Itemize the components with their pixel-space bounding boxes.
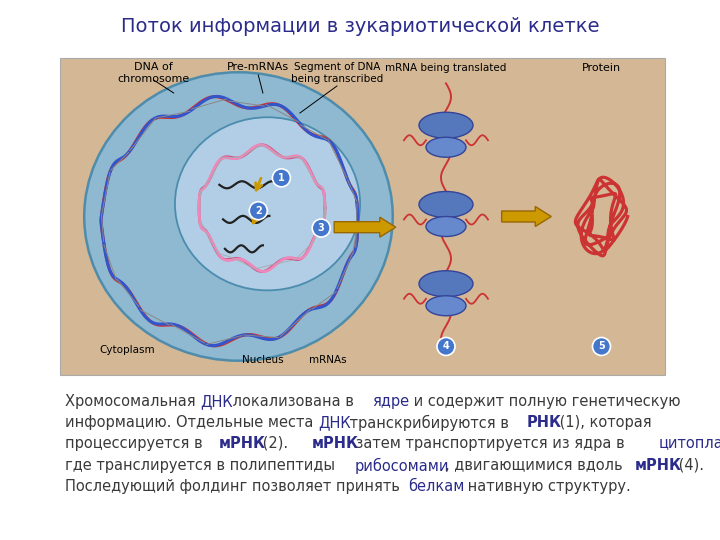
Circle shape (437, 338, 455, 355)
Text: ДНК: ДНК (201, 394, 233, 409)
Text: 4: 4 (443, 341, 449, 352)
Ellipse shape (419, 112, 473, 138)
Text: Segment of DNA
being transcribed: Segment of DNA being transcribed (291, 62, 383, 84)
Text: Protein: Protein (582, 63, 621, 73)
Text: , двигающимися вдоль: , двигающимися вдоль (445, 458, 627, 473)
Text: DNA of
chromosome: DNA of chromosome (117, 62, 190, 84)
Text: ядре: ядре (372, 394, 410, 409)
Text: 1: 1 (278, 173, 285, 183)
Circle shape (249, 202, 267, 220)
Circle shape (272, 169, 290, 187)
Circle shape (593, 338, 611, 355)
Text: mRNAs: mRNAs (309, 355, 346, 365)
Text: рибосомами: рибосомами (354, 458, 449, 474)
Text: Последующий фолдинг позволяет принять: Последующий фолдинг позволяет принять (65, 479, 405, 494)
Circle shape (312, 219, 330, 237)
Text: 2: 2 (255, 206, 261, 216)
Text: (4).: (4). (674, 458, 703, 473)
Text: затем транспортируется из ядра в: затем транспортируется из ядра в (351, 436, 629, 451)
Ellipse shape (426, 217, 466, 237)
Text: РНК: РНК (526, 415, 561, 430)
Text: (1), которая: (1), которая (555, 415, 652, 430)
Text: 3: 3 (318, 223, 325, 233)
Text: 5: 5 (598, 341, 605, 352)
Text: белкам: белкам (408, 479, 465, 494)
Text: цитоплазму: цитоплазму (659, 436, 720, 451)
Ellipse shape (426, 137, 466, 157)
Text: транскрибируются в: транскрибируются в (346, 415, 514, 431)
Ellipse shape (84, 72, 392, 361)
Text: Хромосомальная: Хромосомальная (65, 394, 200, 409)
Text: процессируется в: процессируется в (65, 436, 207, 451)
FancyArrow shape (502, 206, 552, 226)
Text: и содержит полную генетическую: и содержит полную генетическую (408, 394, 680, 409)
Text: mRNA being translated: mRNA being translated (385, 63, 507, 73)
Ellipse shape (426, 296, 466, 316)
Text: нативную структуру.: нативную структуру. (463, 479, 631, 494)
Text: локализована в: локализована в (228, 394, 359, 409)
Bar (60, 58, 665, 375)
Text: Cytoplasm: Cytoplasm (99, 345, 156, 355)
Text: мРНК: мРНК (219, 436, 266, 451)
Text: мРНК: мРНК (312, 436, 359, 451)
Text: ДНК: ДНК (318, 415, 351, 430)
Text: Поток информации в зукариотической клетке: Поток информации в зукариотической клетк… (121, 17, 599, 36)
Ellipse shape (175, 117, 360, 291)
Text: Nucleus: Nucleus (242, 355, 284, 365)
Text: информацию. Отдельные места: информацию. Отдельные места (65, 415, 318, 430)
FancyArrow shape (334, 217, 396, 237)
Ellipse shape (419, 271, 473, 297)
Text: где транслируется в полипептиды: где транслируется в полипептиды (65, 458, 340, 473)
Ellipse shape (419, 192, 473, 218)
Text: Pre-mRNAs: Pre-mRNAs (228, 62, 289, 72)
Text: (2).: (2). (258, 436, 292, 451)
Text: мРНК: мРНК (634, 458, 682, 473)
